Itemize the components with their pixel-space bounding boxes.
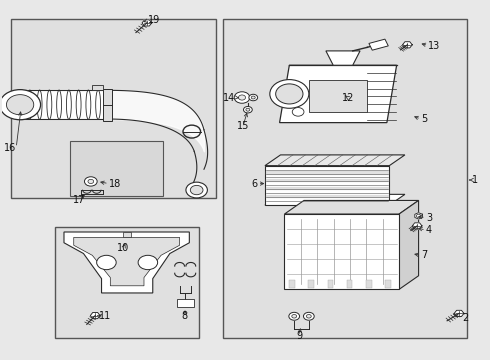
Circle shape	[249, 94, 258, 101]
Circle shape	[289, 312, 299, 320]
Circle shape	[303, 312, 314, 320]
Circle shape	[246, 108, 250, 111]
Circle shape	[276, 84, 303, 104]
Text: 15: 15	[237, 121, 249, 131]
Bar	[92, 85, 102, 90]
Polygon shape	[454, 310, 464, 316]
Polygon shape	[285, 201, 418, 214]
FancyBboxPatch shape	[223, 19, 467, 338]
Bar	[369, 39, 388, 50]
FancyBboxPatch shape	[11, 19, 216, 198]
Polygon shape	[326, 51, 360, 65]
Text: 6: 6	[251, 179, 258, 189]
Text: 12: 12	[342, 93, 354, 103]
Text: 16: 16	[4, 143, 16, 153]
Polygon shape	[265, 155, 405, 166]
Circle shape	[292, 315, 296, 318]
Circle shape	[0, 90, 41, 120]
Polygon shape	[90, 312, 100, 319]
Bar	[177, 300, 194, 307]
Circle shape	[88, 179, 94, 184]
Text: 18: 18	[109, 179, 121, 189]
Bar	[309, 80, 368, 112]
Circle shape	[244, 107, 252, 113]
Text: 3: 3	[426, 213, 432, 222]
Circle shape	[234, 92, 250, 103]
Polygon shape	[415, 213, 422, 219]
Polygon shape	[265, 166, 390, 205]
Bar	[385, 280, 391, 288]
Circle shape	[97, 255, 116, 270]
Bar	[327, 280, 333, 288]
Text: 14: 14	[223, 93, 236, 103]
Polygon shape	[280, 65, 396, 123]
Polygon shape	[265, 194, 405, 205]
Text: 4: 4	[426, 225, 432, 235]
FancyBboxPatch shape	[55, 226, 199, 338]
Text: 1: 1	[472, 175, 478, 185]
Circle shape	[190, 185, 203, 195]
Bar	[122, 231, 131, 237]
Circle shape	[306, 315, 311, 318]
Polygon shape	[412, 223, 422, 229]
Polygon shape	[399, 201, 418, 289]
Circle shape	[292, 108, 304, 116]
Polygon shape	[402, 42, 412, 48]
Text: 11: 11	[99, 311, 111, 321]
Circle shape	[6, 95, 34, 115]
Circle shape	[270, 80, 309, 108]
Polygon shape	[64, 232, 189, 293]
Text: 7: 7	[421, 250, 427, 260]
Circle shape	[239, 95, 245, 100]
Text: 8: 8	[181, 311, 188, 321]
Text: 5: 5	[421, 114, 427, 124]
Bar	[308, 280, 314, 288]
Polygon shape	[285, 214, 399, 289]
Circle shape	[138, 255, 158, 270]
Circle shape	[251, 96, 255, 99]
Text: 9: 9	[296, 331, 302, 341]
Text: 10: 10	[118, 243, 130, 253]
Circle shape	[186, 182, 207, 198]
Circle shape	[84, 177, 97, 186]
Bar	[289, 280, 295, 288]
FancyBboxPatch shape	[70, 140, 163, 196]
Text: 19: 19	[148, 15, 160, 26]
Bar	[103, 89, 112, 121]
Polygon shape	[142, 20, 152, 26]
Bar	[346, 280, 352, 288]
Bar	[366, 280, 371, 288]
Text: 13: 13	[428, 41, 441, 50]
Text: 17: 17	[74, 195, 86, 205]
Polygon shape	[74, 237, 179, 286]
Text: 2: 2	[463, 313, 469, 323]
